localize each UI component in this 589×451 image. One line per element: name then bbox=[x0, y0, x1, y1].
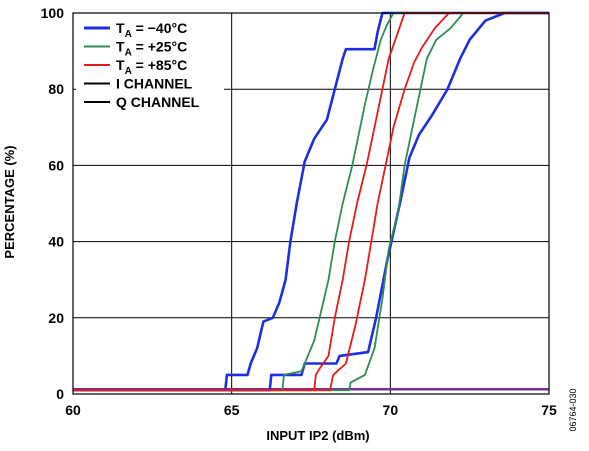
legend-label-temperature-2: TA = +85°C bbox=[116, 57, 187, 77]
legend-temp-value: = +85°C bbox=[132, 57, 187, 73]
legend-label-temperature-1: TA = +25°C bbox=[116, 39, 187, 59]
legend: TA = −40°CTA = +25°CTA = +85°CI CHANNELQ… bbox=[76, 16, 224, 131]
x-tick-label-70: 70 bbox=[383, 402, 399, 418]
legend-temp-value: = −40°C bbox=[132, 20, 187, 36]
tick-labels: 60 65 70 75 0 20 40 60 80 100 bbox=[41, 5, 557, 418]
y-tick-label-0: 0 bbox=[56, 386, 64, 402]
y-tick-label-80: 80 bbox=[48, 81, 64, 97]
x-tick-label-75: 75 bbox=[541, 402, 557, 418]
series-85C-q-channel bbox=[73, 12, 549, 392]
x-tick-label-60: 60 bbox=[65, 402, 81, 418]
legend-temp-symbol: T bbox=[116, 20, 125, 36]
axes-frame bbox=[72, 12, 550, 395]
legend-temp-subscript: A bbox=[125, 66, 132, 77]
series-40C-i-channel bbox=[73, 11, 549, 392]
x-tick-label-65: 65 bbox=[224, 402, 240, 418]
y-tick-label-40: 40 bbox=[48, 234, 64, 250]
legend-temp-value: = +25°C bbox=[132, 39, 187, 55]
legend-label-temperature-0: TA = −40°C bbox=[116, 20, 187, 40]
series-layer bbox=[73, 11, 549, 392]
y-tick-label-20: 20 bbox=[48, 310, 64, 326]
y-tick-label-100: 100 bbox=[41, 5, 65, 21]
y-tick-label-60: 60 bbox=[48, 157, 64, 173]
figure-id: 06764-030 bbox=[568, 388, 578, 431]
legend-temp-symbol: T bbox=[116, 57, 125, 73]
legend-background bbox=[76, 16, 224, 131]
series-25C-q-channel bbox=[73, 12, 549, 392]
y-axis-title: PERCENTAGE (%) bbox=[2, 145, 17, 258]
legend-label-channel-4: Q CHANNEL bbox=[116, 94, 200, 110]
legend-temp-subscript: A bbox=[125, 29, 132, 40]
legend-label-channel-3: I CHANNEL bbox=[116, 76, 193, 92]
grid bbox=[73, 13, 549, 394]
series-85C-i-channel bbox=[73, 12, 549, 392]
axes bbox=[72, 12, 550, 395]
legend-temp-subscript: A bbox=[125, 48, 132, 59]
legend-temp-symbol: T bbox=[116, 39, 125, 55]
x-axis-title: INPUT IP2 (dBm) bbox=[266, 428, 369, 443]
series-25C-i-channel bbox=[73, 12, 549, 392]
